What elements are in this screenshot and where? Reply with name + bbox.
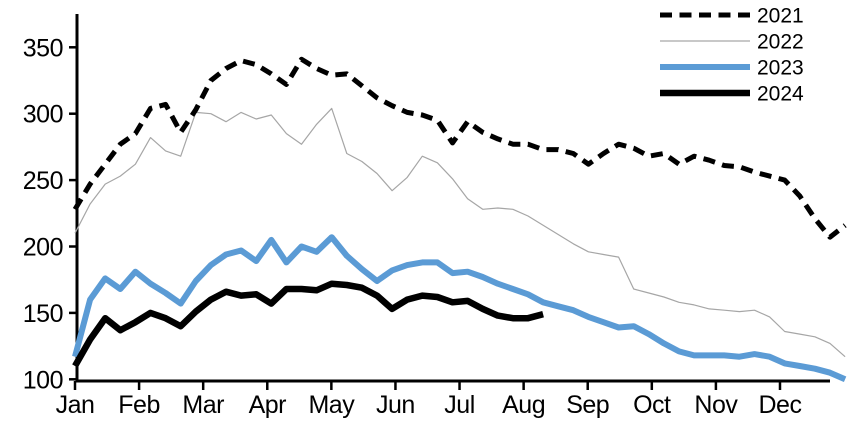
y-tick-label: 300 bbox=[23, 101, 63, 129]
x-tick-label: May bbox=[308, 391, 355, 419]
x-tick-label: Apr bbox=[249, 391, 287, 419]
axes: 100 150 200 250 300 350 Jan Feb Mar Apr May Jun Jul A… bbox=[23, 14, 830, 419]
legend-label-2022: 2022 bbox=[757, 31, 804, 54]
x-tick-label: Dec bbox=[759, 391, 802, 419]
series-line-2022 bbox=[74, 107, 846, 358]
series-line-2023 bbox=[72, 234, 847, 383]
x-tick-label: Aug bbox=[502, 391, 545, 419]
x-tick-label: Jun bbox=[376, 391, 415, 419]
series-line-2021 bbox=[72, 56, 847, 240]
x-tick-label: Sep bbox=[566, 391, 609, 419]
series-line-2024 bbox=[72, 280, 544, 368]
legend: 2021 2022 2023 2024 bbox=[660, 5, 804, 106]
legend-label-2024: 2024 bbox=[757, 83, 804, 106]
legend-label-2023: 2023 bbox=[757, 57, 804, 80]
series-lines bbox=[72, 56, 847, 383]
y-tick-label: 150 bbox=[23, 300, 63, 328]
y-tick-label: 100 bbox=[23, 366, 63, 394]
x-tick-label: Mar bbox=[182, 391, 224, 419]
x-tick-label: Nov bbox=[694, 391, 738, 419]
y-tick-label: 350 bbox=[23, 34, 63, 62]
y-tick-label: 200 bbox=[23, 234, 63, 262]
x-tick-label: Feb bbox=[118, 391, 160, 419]
x-tick-label: Jul bbox=[444, 391, 474, 419]
y-tick-label: 250 bbox=[23, 167, 63, 195]
legend-label-2021: 2021 bbox=[757, 5, 804, 28]
x-tick-label: Jan bbox=[56, 391, 95, 419]
x-tick-label: Oct bbox=[633, 391, 671, 419]
